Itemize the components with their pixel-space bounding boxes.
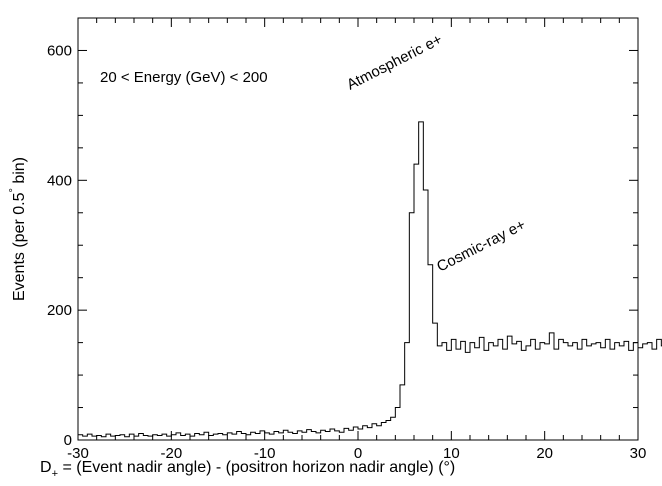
annotation-atmospheric: Atmospheric e+ bbox=[344, 31, 445, 94]
tick-labels: -30 -20 -10 0 10 20 30 0 200 400 600 bbox=[47, 42, 646, 462]
x-axis-title: D+ = (Event nadir angle) - (positron hor… bbox=[40, 459, 455, 480]
y-tick-label: 200 bbox=[47, 302, 72, 319]
annotation-cosmic-ray: Cosmic-ray e+ bbox=[434, 216, 528, 275]
x-tick-label: 20 bbox=[536, 445, 553, 462]
x-tick-label: 10 bbox=[443, 445, 460, 462]
axis-ticks bbox=[77, 17, 639, 441]
x-tick-label: -20 bbox=[160, 445, 182, 462]
histogram-series bbox=[77, 121, 662, 440]
y-tick-label: 0 bbox=[64, 432, 72, 449]
y-tick-label: 400 bbox=[47, 172, 72, 189]
x-tick-label: 0 bbox=[354, 445, 362, 462]
y-tick-label: 600 bbox=[47, 42, 72, 59]
x-tick-label: 30 bbox=[630, 445, 647, 462]
x-tick-label: -10 bbox=[254, 445, 276, 462]
x-tick-label: -30 bbox=[67, 445, 89, 462]
y-axis-title: Events (per 0.5° bin) bbox=[8, 157, 28, 301]
annotation-energy-range: 20 < Energy (GeV) < 200 bbox=[100, 69, 268, 86]
